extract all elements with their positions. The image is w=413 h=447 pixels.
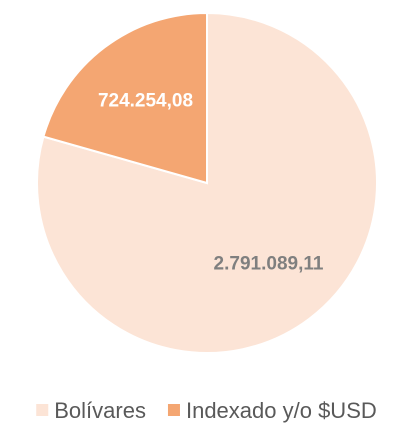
- pie-slice: [42, 11, 208, 185]
- legend-label: Bolívares: [54, 398, 146, 423]
- data-label: 2.791.089,11: [214, 253, 324, 274]
- data-label: 724.254,08: [98, 91, 193, 112]
- legend-swatch: [36, 404, 49, 416]
- legend-label: Indexado y/o $USD: [186, 398, 377, 423]
- legend-swatch: [167, 404, 180, 416]
